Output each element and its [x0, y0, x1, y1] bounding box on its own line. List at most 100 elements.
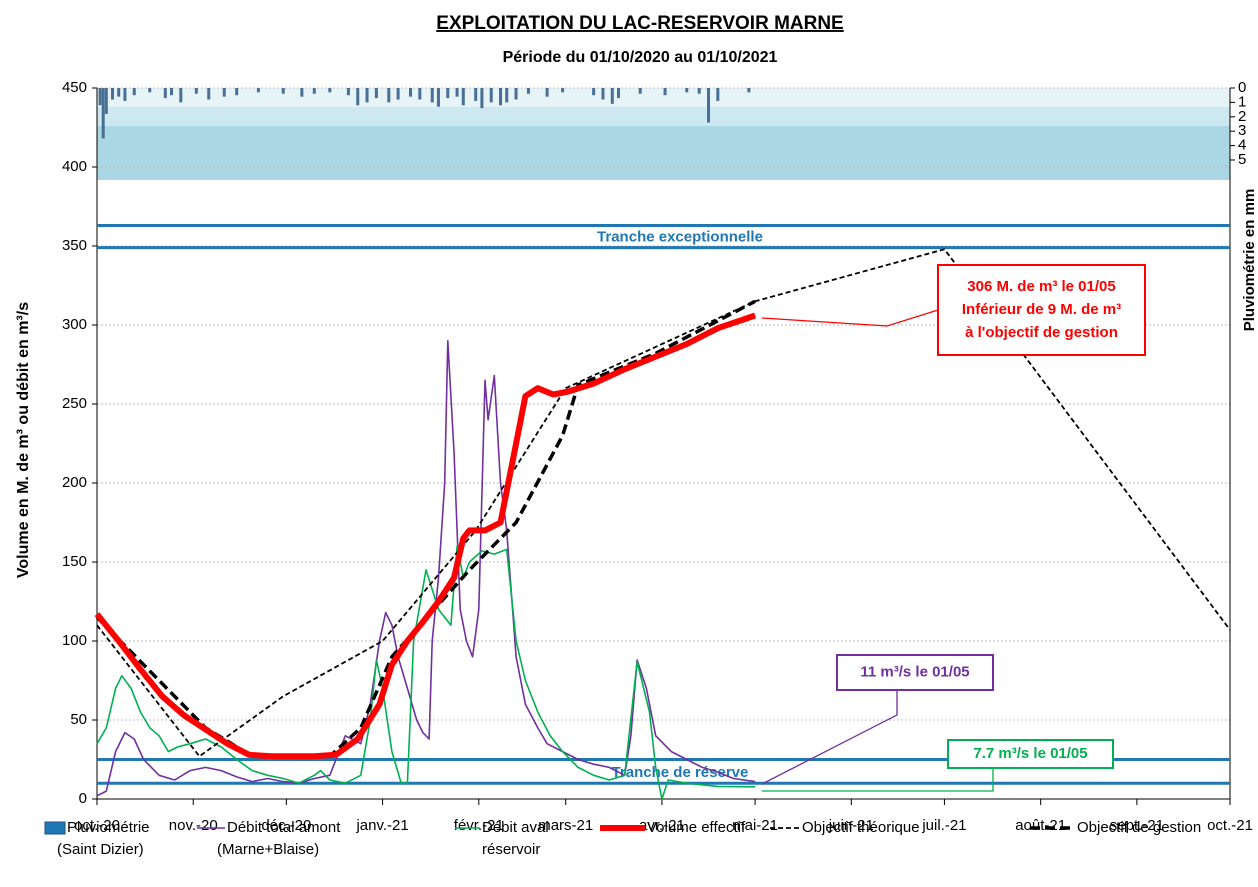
y2-tick-label: 4: [1238, 137, 1246, 154]
x-tick-label: oct.-20: [74, 817, 120, 834]
rain-bar: [222, 88, 226, 97]
y-tick-label: 100: [62, 632, 87, 649]
y-tick-label: 300: [62, 316, 87, 333]
rain-bar: [446, 88, 450, 99]
x-tick-label: juin-21: [828, 817, 874, 834]
annotation-text: à l'objectif de gestion: [965, 324, 1118, 341]
annotation-text: 306 M. de m³ le 01/05: [967, 278, 1115, 295]
annotation-arrow: [761, 690, 898, 785]
rain-bar: [281, 88, 285, 94]
rain-bar: [616, 88, 620, 99]
y-tick-label: 150: [62, 553, 87, 570]
y-tick-label: 250: [62, 395, 87, 412]
series-line: [95, 299, 756, 759]
rain-bar: [365, 88, 369, 103]
rain-bar: [592, 88, 596, 96]
rain-bar: [716, 88, 720, 101]
rain-bar: [235, 88, 239, 96]
chart-subtitle: Période du 01/10/2020 au 01/10/2021: [503, 49, 778, 66]
y-tick-label: 200: [62, 474, 87, 491]
series-line: [96, 545, 756, 800]
rain-bar: [207, 88, 211, 100]
x-tick-label: janv.-21: [355, 817, 408, 834]
rain-bar: [396, 88, 400, 100]
rain-bar: [430, 88, 434, 103]
y-tick-label: 0: [79, 790, 87, 807]
x-tick-label: sept.-21: [1110, 817, 1164, 834]
rain-bar: [474, 88, 478, 101]
x-tick-label: juil.-21: [921, 817, 966, 834]
rain-bar: [436, 88, 440, 107]
rain-bar: [387, 88, 391, 103]
rain-bar: [610, 88, 614, 104]
annotation-box: [947, 739, 1114, 769]
rain-bar: [685, 88, 689, 93]
rain-bar: [194, 88, 198, 94]
x-tick-label: nov.-20: [169, 817, 218, 834]
annotation-arrow: [761, 309, 939, 327]
annotation-box: [937, 264, 1146, 356]
y-tick-label: 400: [62, 158, 87, 175]
annotation-box: [836, 654, 994, 691]
rain-bar: [148, 88, 152, 93]
rain-bar: [663, 88, 667, 96]
rain-bar: [489, 88, 493, 103]
rain-bar: [163, 88, 167, 99]
rain-panel: [97, 88, 1230, 180]
reference-label: Tranche de réserve: [612, 764, 749, 781]
legend-label: (Marne+Blaise): [217, 841, 319, 858]
rain-bar: [455, 88, 459, 97]
rain-bar: [356, 88, 360, 106]
y2-tick-label: 5: [1238, 151, 1246, 168]
legend-label: (Saint Dizier): [57, 841, 144, 858]
series-line: [94, 312, 757, 760]
rain-bar: [169, 88, 173, 96]
legend-label: Débit aval: [482, 819, 549, 836]
rain-bar: [418, 88, 422, 100]
legend-label: Objectif de gestion: [1077, 819, 1201, 836]
series-line: [96, 248, 1231, 758]
rain-bar: [545, 88, 549, 97]
rain-bar: [747, 88, 751, 93]
x-tick-label: oct.-21: [1207, 817, 1253, 834]
y2-tick-label: 2: [1238, 108, 1246, 125]
rain-bar: [98, 88, 102, 106]
rain-bar: [409, 88, 413, 97]
rain-bar: [374, 88, 378, 99]
series-line: [96, 340, 756, 797]
rain-bar: [101, 88, 105, 139]
rain-bar: [111, 88, 115, 100]
legend-label: Volume effectif: [647, 819, 746, 836]
y2-tick-label: 0: [1238, 79, 1246, 96]
rain-bar: [461, 88, 465, 106]
rain-bar: [123, 88, 127, 101]
rain-bar: [132, 88, 136, 96]
chart-title: EXPLOITATION DU LAC-RESERVOIR MARNE: [436, 13, 843, 34]
rain-bar: [346, 88, 350, 96]
legend-label: Débit total amont: [227, 819, 341, 836]
rain-bar: [707, 88, 711, 123]
rain-bar: [697, 88, 701, 94]
x-tick-label: avr.-21: [639, 817, 685, 834]
annotation-arrow: [762, 768, 994, 792]
y2-tick-label: 3: [1238, 122, 1246, 139]
legend-label: Pluviométrie: [67, 819, 150, 836]
rain-bar: [117, 88, 121, 97]
x-tick-label: févr.-21: [454, 817, 504, 834]
rain-bar: [312, 88, 316, 94]
annotation-text: Inférieur de 9 M. de m³: [962, 301, 1121, 318]
rain-bar: [638, 88, 642, 94]
band: [97, 88, 1230, 107]
x-tick-label: mai-21: [732, 817, 778, 834]
rain-bar: [179, 88, 183, 103]
rain-bar: [561, 88, 565, 93]
rain-bar: [300, 88, 304, 97]
rain-bar: [505, 88, 509, 103]
rain-bar: [499, 88, 503, 106]
legend-swatch: [44, 821, 66, 835]
y2-axis-label: Pluviométrie en mm: [1241, 189, 1258, 332]
rain-bar: [104, 88, 108, 114]
rain-bar: [480, 88, 484, 109]
rain-bar: [256, 88, 260, 93]
